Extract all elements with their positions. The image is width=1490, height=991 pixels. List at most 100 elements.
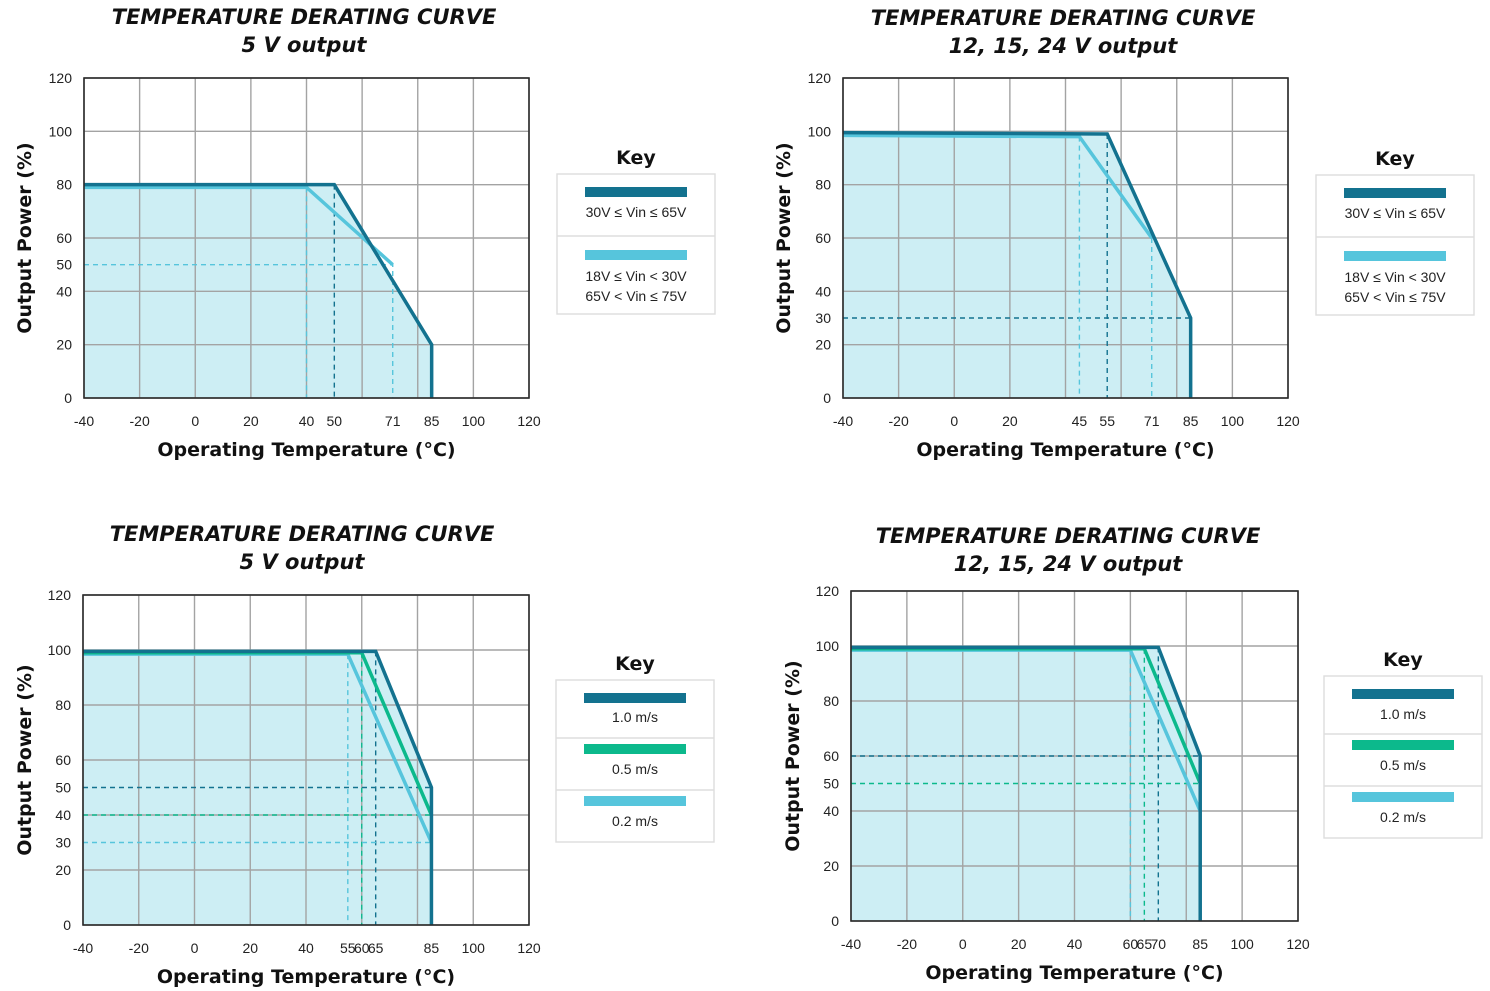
chart-title: TEMPERATURE DERATING CURVE [876, 524, 1261, 548]
x-axis-label: Operating Temperature (°C) [157, 966, 455, 988]
key-swatch [1352, 740, 1454, 750]
series-line [842, 133, 1154, 240]
key-swatch [584, 796, 686, 806]
key-label: 18V ≤ Vin < 30V [585, 268, 687, 284]
y-tick-label: 20 [55, 862, 71, 878]
x-tick-label: 120 [517, 940, 541, 956]
x-tick-label: -40 [73, 940, 93, 956]
y-tick-label: 20 [823, 858, 839, 874]
key-legend: Key 1.0 m/s 0.5 m/s 0.2 m/s [555, 653, 715, 843]
y-axis-label: Output Power (%) [14, 664, 36, 855]
y-tick-label: 120 [49, 70, 73, 86]
x-tick-label: 100 [462, 940, 486, 956]
y-tick-label: 100 [808, 123, 832, 139]
chart-subtitle: 5 V output [242, 33, 368, 57]
x-tick-label: 20 [242, 940, 258, 956]
x-tick-label: 60 [1123, 936, 1139, 952]
y-tick-label: 120 [808, 70, 832, 86]
key-box [1323, 675, 1483, 839]
y-tick-label: 100 [48, 642, 72, 658]
x-tick-label: 0 [950, 413, 958, 429]
key-heading: Key [616, 147, 656, 169]
y-tick-label: 40 [815, 283, 831, 299]
x-axis-label: Operating Temperature (°C) [925, 962, 1223, 984]
x-tick-label: 120 [1276, 413, 1300, 429]
x-tick-label: -40 [833, 413, 853, 429]
key-heading: Key [1383, 649, 1423, 671]
x-tick-label: 0 [191, 940, 199, 956]
key-box [555, 679, 715, 843]
key-legend: Key 1.0 m/s 0.5 m/s 0.2 m/s [1323, 649, 1483, 839]
x-tick-label: 71 [1144, 413, 1160, 429]
key-swatch [1352, 689, 1454, 699]
x-tick-label: 20 [1002, 413, 1018, 429]
x-tick-label: -20 [889, 413, 909, 429]
key-label: 18V ≤ Vin < 30V [1344, 269, 1446, 285]
x-tick-label: 20 [1011, 936, 1027, 952]
x-tick-label: -20 [897, 936, 917, 952]
key-legend: Key 30V ≤ Vin ≤ 65V 18V ≤ Vin < 30V 65V < V… [556, 147, 716, 315]
x-tick-label: 40 [298, 940, 314, 956]
x-tick-label: 120 [1286, 936, 1310, 952]
key-label: 0.5 m/s [612, 761, 658, 777]
y-tick-label: 60 [815, 230, 831, 246]
x-tick-label: 70 [1151, 936, 1167, 952]
plot-frame [850, 590, 1299, 922]
x-tick-label: 120 [517, 413, 541, 429]
y-tick-label: 100 [49, 123, 73, 139]
y-tick-label: 60 [55, 752, 71, 768]
y-tick-label: 50 [55, 780, 71, 796]
key-swatch [584, 744, 686, 754]
y-tick-label: 120 [816, 583, 840, 599]
y-tick-label: 20 [56, 337, 72, 353]
series-line [851, 645, 1202, 921]
y-tick-label: 50 [823, 776, 839, 792]
y-tick-label: 80 [56, 177, 72, 193]
y-tick-label: 40 [823, 803, 839, 819]
y-tick-label: 0 [823, 390, 831, 406]
series-line [84, 182, 434, 398]
x-tick-label: 85 [1192, 936, 1208, 952]
key-label: 1.0 m/s [1380, 706, 1426, 722]
key-label: 0.2 m/s [1380, 809, 1426, 825]
y-tick-label: 80 [55, 697, 71, 713]
x-tick-label: 85 [424, 413, 440, 429]
key-heading: Key [1375, 148, 1415, 170]
y-axis-label: Output Power (%) [773, 142, 795, 333]
key-heading: Key [615, 653, 655, 675]
chart-subtitle: 12, 15, 24 V output [954, 552, 1184, 576]
chart-panel-2: TEMPERATURE DERATING CURVE 12, 15, 24 V o… [773, 6, 1475, 461]
y-tick-label: 30 [815, 310, 831, 326]
y-tick-label: 100 [816, 638, 840, 654]
x-tick-label: -40 [841, 936, 861, 952]
key-box [556, 173, 716, 315]
x-tick-label: 20 [243, 413, 259, 429]
x-tick-label: 0 [959, 936, 967, 952]
y-tick-label: 50 [56, 257, 72, 273]
key-box [1315, 174, 1475, 316]
x-tick-label: -20 [129, 940, 149, 956]
y-tick-label: 30 [55, 835, 71, 851]
y-tick-label: 60 [823, 748, 839, 764]
series-line [83, 649, 434, 925]
safe-operating-area [843, 132, 1191, 398]
x-axis-label: Operating Temperature (°C) [916, 439, 1214, 461]
chart-title: TEMPERATURE DERATING CURVE [110, 522, 495, 546]
x-tick-label: 85 [424, 940, 440, 956]
y-tick-label: 0 [63, 917, 71, 933]
chart-title: TEMPERATURE DERATING CURVE [871, 6, 1256, 30]
key-label: 0.2 m/s [612, 813, 658, 829]
chart-subtitle: 12, 15, 24 V output [949, 34, 1179, 58]
x-tick-label: 45 [1072, 413, 1088, 429]
key-swatch [1352, 792, 1454, 802]
plot-frame [842, 77, 1289, 399]
chart-title: TEMPERATURE DERATING CURVE [112, 5, 497, 29]
x-tick-label: -40 [74, 413, 94, 429]
x-tick-label: 100 [1230, 936, 1254, 952]
x-tick-label: 50 [327, 413, 343, 429]
key-label: 0.5 m/s [1380, 757, 1426, 773]
key-label: 30V ≤ Vin ≤ 65V [586, 204, 687, 220]
y-tick-label: 0 [831, 913, 839, 929]
x-tick-label: 100 [1221, 413, 1245, 429]
y-tick-label: 80 [815, 177, 831, 193]
